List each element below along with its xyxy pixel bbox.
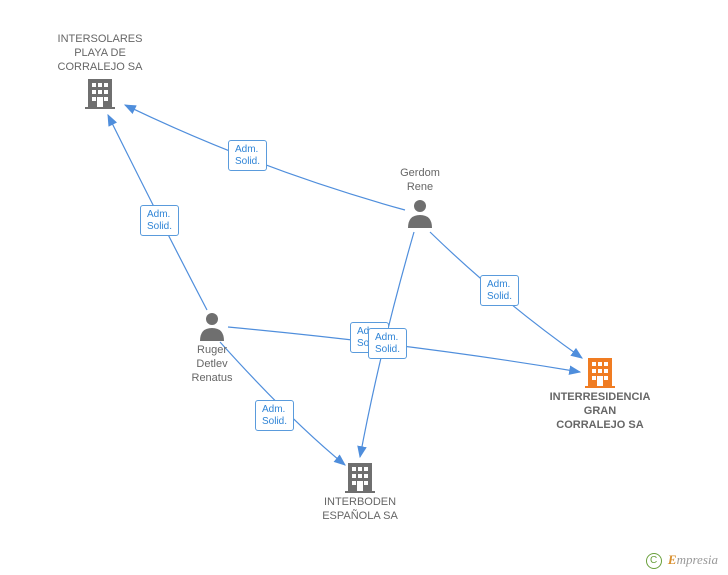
watermark-initial: E [668,552,677,567]
copyright-icon: C [646,553,662,569]
node-gerdom[interactable]: Gerdom Rene [380,167,460,231]
node-interresidencia[interactable]: INTERRESIDENCIA GRAN CORRALEJO SA [530,353,670,432]
watermark-rest: mpresia [677,552,718,567]
edge-label-ruger-interboden: Adm. Solid. [255,400,294,431]
edge-label-ruger-interresidencia: Adm. Solid. [368,328,407,359]
person-icon [406,198,434,228]
diagram-canvas: INTERSOLARES PLAYA DE CORRALEJO SA Gerdo… [0,0,728,575]
node-intersolares[interactable]: INTERSOLARES PLAYA DE CORRALEJO SA [40,33,160,112]
watermark: C Empresia [646,552,718,569]
edge-label-gerdom-intersolares: Adm. Solid. [228,140,267,171]
node-label: Ruger Detlev Renatus [172,344,252,385]
node-label: INTERBODEN ESPAÑOLA SA [300,496,420,524]
edge-label-gerdom-interresidencia: Adm. Solid. [480,275,519,306]
node-ruger[interactable]: Ruger Detlev Renatus [172,308,252,385]
building-icon [585,356,615,388]
person-icon [198,311,226,341]
node-label: INTERSOLARES PLAYA DE CORRALEJO SA [40,33,160,74]
node-label: INTERRESIDENCIA GRAN CORRALEJO SA [530,391,670,432]
building-icon [85,77,115,109]
edge-label-ruger-intersolares: Adm. Solid. [140,205,179,236]
node-interboden[interactable]: INTERBODEN ESPAÑOLA SA [300,458,420,524]
node-label: Gerdom Rene [380,167,460,195]
building-icon [345,461,375,493]
